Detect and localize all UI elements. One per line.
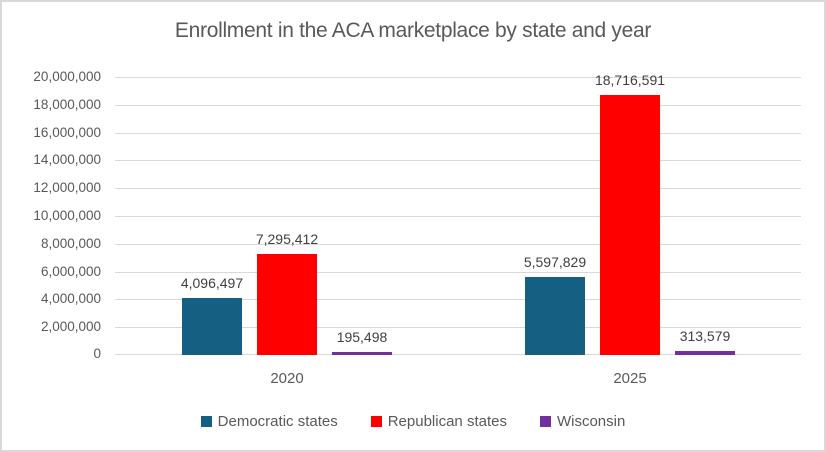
gridline [115, 77, 801, 78]
gridline [115, 105, 801, 106]
gridline [115, 188, 801, 189]
chart-title: Enrollment in the ACA marketplace by sta… [174, 19, 652, 42]
gridline [115, 327, 801, 328]
legend: Democratic states Republican states Wiscon… [2, 413, 824, 430]
gridline [115, 133, 801, 134]
y-axis-tick-label: 20,000,000 [33, 69, 101, 84]
bar-democratic-states-2020 [182, 298, 242, 355]
gridline [115, 244, 801, 245]
legend-item-republican-states: Republican states [370, 413, 507, 430]
gridline [115, 272, 801, 273]
x-axis-category-label: 2025 [613, 370, 647, 387]
legend-label: Republican states [387, 413, 507, 430]
bar-democratic-states-2025 [525, 277, 585, 355]
y-axis-tick-label: 0 [93, 346, 101, 361]
x-axis-line [115, 354, 801, 355]
legend-label: Wisconsin [556, 413, 626, 430]
bar-republican-states-2020 [257, 254, 317, 355]
gridline [115, 160, 801, 161]
gridline [115, 216, 801, 217]
data-label: 7,295,412 [255, 231, 319, 247]
legend-swatch-icon [200, 416, 212, 427]
data-label: 18,716,591 [594, 72, 666, 88]
legend-label: Democratic states [217, 413, 338, 430]
data-label: 313,579 [679, 328, 731, 344]
data-label: 195,498 [336, 329, 388, 345]
y-axis-tick-label: 18,000,000 [33, 97, 101, 112]
legend-item-democratic-states: Democratic states [200, 413, 338, 430]
legend-item-wisconsin: Wisconsin [539, 413, 626, 430]
bar-wisconsin-2025 [675, 351, 735, 355]
y-axis-tick-label: 6,000,000 [40, 264, 101, 279]
bar-republican-states-2025 [600, 95, 660, 355]
x-axis-category-label: 2020 [270, 370, 304, 387]
y-axis-tick-label: 2,000,000 [40, 319, 101, 334]
y-axis-tick-label: 4,000,000 [40, 291, 101, 306]
y-axis-tick-label: 12,000,000 [33, 180, 101, 195]
y-axis-tick-label: 16,000,000 [33, 125, 101, 140]
data-label: 4,096,497 [180, 275, 244, 291]
y-axis-tick-label: 14,000,000 [33, 152, 101, 167]
data-label: 5,597,829 [523, 254, 587, 270]
legend-swatch-icon [370, 416, 382, 427]
y-axis-tick-label: 8,000,000 [40, 236, 101, 251]
gridline [115, 299, 801, 300]
plot-area: 4,096,497 7,295,412 195,498 5,597,829 18,716… [115, 72, 801, 355]
bar-wisconsin-2020 [332, 352, 392, 355]
legend-swatch-icon [539, 416, 551, 427]
x-axis-category-labels: 2020 2025 [115, 370, 801, 390]
y-axis-tick-labels: 0 2,000,000 4,000,000 6,000,000 8,000,000 10,… [2, 69, 101, 361]
y-axis-tick-label: 10,000,000 [33, 208, 101, 223]
